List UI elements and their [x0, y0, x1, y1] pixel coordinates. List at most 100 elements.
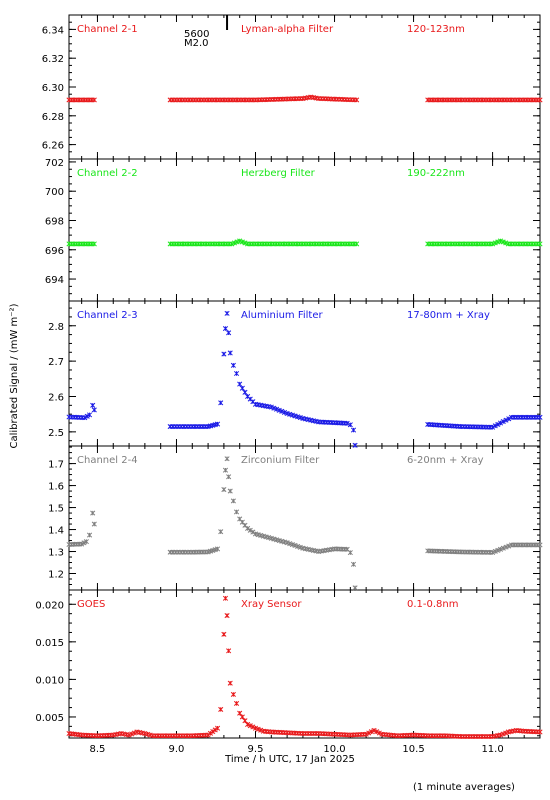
- data-point: [90, 402, 96, 408]
- data-point: [230, 362, 236, 368]
- data-point: [230, 498, 236, 504]
- data-point: [490, 424, 496, 430]
- data-point: [279, 408, 285, 414]
- y-tick-label: 0.005: [35, 713, 64, 724]
- panel-filter-label: Aluminium Filter: [241, 310, 324, 321]
- data-point: [281, 409, 288, 415]
- panel-3: 2.5 2.6 2.7 2.8 Channel 2-3 Aluminium Filter 1…: [48, 300, 541, 447]
- data-point: [222, 326, 229, 332]
- data-point: [495, 421, 501, 427]
- y-axis-title: Calibrated Signal / (mW m⁻²): [9, 303, 20, 448]
- data-point: [250, 529, 256, 535]
- data-point: [354, 241, 360, 247]
- data-point: [233, 509, 240, 515]
- data-point: [492, 423, 498, 429]
- data-point: [247, 527, 253, 533]
- event-label-bottom: M2.0: [184, 38, 209, 49]
- y-tick-label: 1.3: [48, 548, 64, 559]
- panel-band-label: 17-80nm + Xray: [407, 310, 490, 321]
- data-point: [250, 724, 256, 730]
- data-point: [222, 595, 229, 601]
- panels-layer: 6.26 6.28 6.30 6.32 6.34 Channel 2-1 Lyman-alp…: [35, 14, 541, 739]
- panel-filter-label: Herzberg Filter: [241, 168, 316, 179]
- data-point: [247, 723, 253, 729]
- data-point: [371, 727, 377, 734]
- panel-frame: [68, 300, 541, 447]
- y-tick-label: 2.5: [48, 428, 64, 439]
- y-tick-label: 6.28: [42, 112, 64, 123]
- data-point: [242, 718, 248, 724]
- data-point: [237, 710, 243, 716]
- panel-band-label: 0.1-0.8nm: [407, 599, 459, 610]
- data-point: [227, 350, 233, 356]
- data-point: [366, 730, 372, 736]
- data-point: [500, 419, 506, 425]
- panel-channel-label: Channel 2-2: [77, 168, 138, 179]
- y-tick-label: 1.7: [48, 460, 64, 471]
- y-tick-label: 1.5: [48, 504, 64, 515]
- data-point: [227, 488, 233, 494]
- panel-channel-label: Channel 2-4: [77, 455, 138, 466]
- data-point: [368, 729, 374, 735]
- data-point: [239, 714, 245, 720]
- data-point: [537, 542, 543, 548]
- x-tick-label: 9.0: [169, 744, 185, 755]
- data-point: [500, 545, 506, 551]
- data-point: [352, 585, 358, 591]
- event-marker: 5600 M2.0: [184, 15, 229, 49]
- data-point: [239, 385, 245, 391]
- panel-2-series: [66, 238, 543, 247]
- data-point: [490, 549, 496, 555]
- data-point: [347, 422, 353, 428]
- panel-channel-label: Channel 2-3: [77, 310, 138, 321]
- x-tick-label: 10.5: [402, 744, 424, 755]
- panel-1-series: [66, 94, 543, 103]
- marks-layer: [66, 94, 543, 740]
- panel-frame: [68, 589, 541, 739]
- data-point: [537, 414, 543, 420]
- data-point: [376, 730, 382, 736]
- y-tick-label: 6.34: [42, 25, 64, 36]
- y-tick-label: 696: [45, 246, 64, 257]
- y-tick-label: 694: [45, 275, 64, 286]
- panel-frame: [68, 14, 541, 160]
- data-point: [268, 404, 274, 410]
- data-point: [215, 725, 221, 731]
- panel-filter-label: Xray Sensor: [241, 599, 302, 610]
- data-point: [218, 400, 224, 406]
- data-point: [245, 525, 251, 531]
- data-point: [91, 241, 97, 247]
- panel-3-series: [66, 310, 543, 448]
- data-point: [354, 97, 360, 103]
- data-point: [218, 529, 224, 535]
- y-tick-label: 2.6: [48, 392, 64, 403]
- y-tick-label: 1.4: [48, 526, 64, 537]
- x-tick-label: 10.0: [323, 744, 345, 755]
- panel-filter-label: Lyman-alpha Filter: [241, 24, 334, 35]
- y-tick-label: 2.8: [48, 322, 64, 333]
- y-tick-label: 6.30: [42, 83, 64, 94]
- data-point: [91, 521, 97, 527]
- data-point: [363, 731, 369, 737]
- data-point: [233, 700, 240, 706]
- data-point: [350, 561, 357, 567]
- data-point: [537, 241, 543, 247]
- data-point: [344, 420, 350, 426]
- x-tick-label: 11.0: [481, 744, 503, 755]
- data-point: [506, 543, 512, 549]
- panel-frame: [68, 445, 541, 591]
- data-point: [274, 406, 280, 412]
- data-point: [537, 729, 543, 735]
- data-point: [276, 407, 282, 413]
- data-point: [224, 310, 230, 316]
- panel-1: 6.26 6.28 6.30 6.32 6.34 Channel 2-1 Lyman-alp…: [42, 14, 541, 160]
- data-point: [350, 427, 357, 433]
- y-tick-label: 0.015: [35, 638, 64, 649]
- y-tick-label: 1.6: [48, 482, 64, 493]
- data-point: [83, 539, 89, 545]
- panel-frame: [68, 158, 541, 302]
- data-point: [492, 548, 498, 554]
- data-point: [233, 370, 240, 377]
- x-axis-title: Time / h UTC, 17 Jan 2025: [224, 754, 355, 765]
- data-point: [352, 442, 358, 448]
